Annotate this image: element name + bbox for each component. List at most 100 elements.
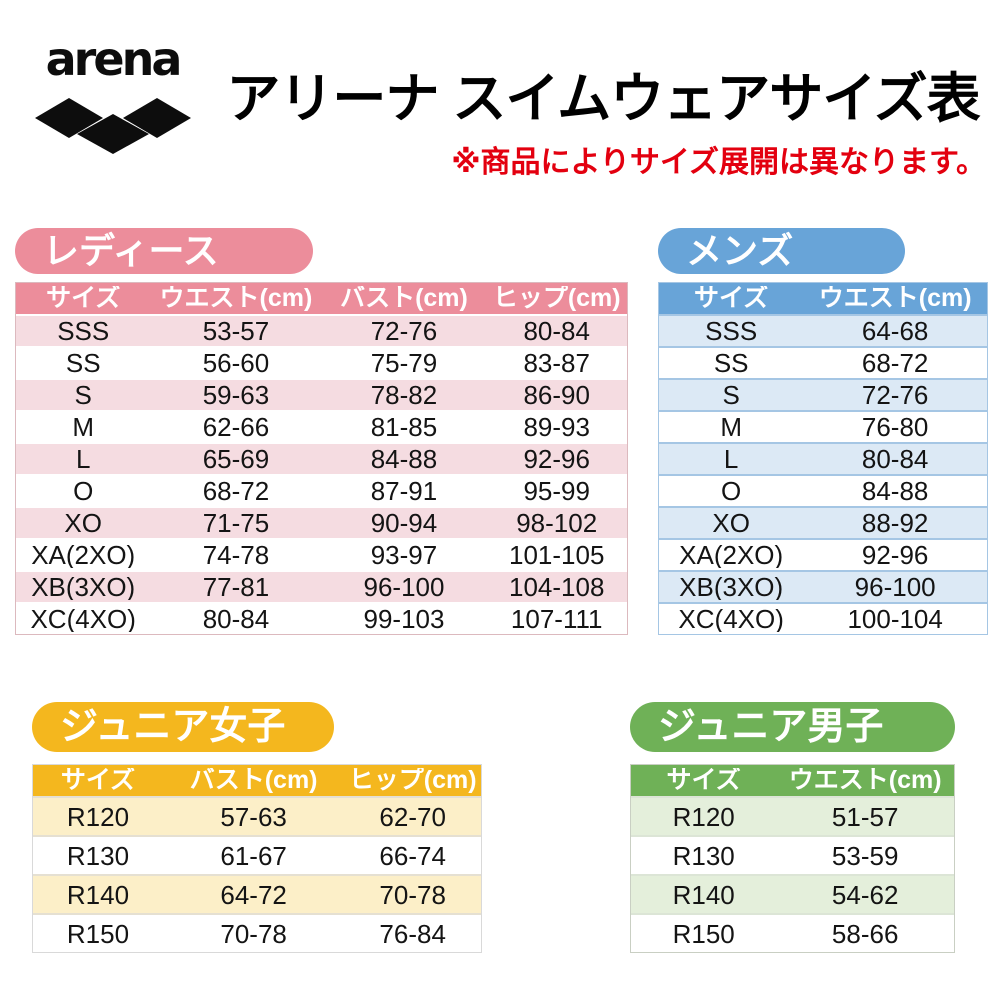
table-row: O 84-88 (659, 474, 987, 506)
table-row-cell: XO (712, 510, 750, 536)
table-row-cell: M (720, 414, 742, 440)
table-row-cell: R120 (672, 803, 735, 830)
mens-label-pill: メンズ (658, 228, 905, 274)
ladies-section: レディース サイズ ウエスト(cm) バスト(cm) ヒップ(cm) SSS 53-57 7… (15, 228, 628, 635)
junior-boys-section: ジュニア男子 サイズ ウエスト(cm) R120 51-57 R130 53-59 R140… (630, 702, 955, 953)
table-row: SSS 64-68 (659, 314, 987, 346)
mens-section: メンズ サイズ ウエスト(cm) SSS 64-68 SS 68-72 S 72-76 M 76-… (658, 228, 988, 635)
table-row: XB(3XO) 96-100 (659, 570, 987, 602)
table-header-row-cell: サイズ (666, 768, 741, 793)
ladies-label-pill: レディース (15, 228, 313, 274)
table-row-cell: 62-66 (202, 414, 270, 440)
table-row-cell: 74-78 (202, 542, 270, 568)
table-header-row: サイズ バスト(cm) ヒップ(cm) (33, 765, 481, 796)
mens-size-table: サイズ ウエスト(cm) SSS 64-68 SS 68-72 S 72-76 M 76-80 L 8… (658, 282, 988, 635)
junior-boys-size-table: サイズ ウエスト(cm) R120 51-57 R130 53-59 R140 54-62 R1… (630, 764, 955, 953)
table-row-cell: XA(2XO) (679, 542, 784, 568)
table-row-cell: 61-67 (220, 842, 287, 869)
table-row: R130 53-59 (631, 835, 954, 874)
page-title: アリーナ スイムウェアサイズ表 (226, 69, 980, 129)
table-row: R140 64-72 70-78 (33, 874, 481, 913)
table-row-cell: 76-80 (861, 414, 929, 440)
table-row-cell: 81-85 (370, 414, 438, 440)
table-row: M 62-66 81-85 89-93 (16, 410, 627, 442)
junior-boys-label-pill: ジュニア男子 (630, 702, 955, 752)
table-row-cell: 89-93 (523, 414, 590, 440)
table-row-cell: 95-99 (523, 478, 590, 504)
table-row-cell: 64-72 (220, 881, 287, 908)
table-row-cell: 65-69 (202, 446, 270, 472)
table-row: XO 88-92 (659, 506, 987, 538)
table-row-cell: 80-84 (861, 446, 929, 472)
arena-logo-text: arena (45, 32, 183, 86)
table-row-cell: 104-108 (509, 574, 605, 600)
table-row-cell: 75-79 (370, 350, 438, 376)
table-row-cell: 57-63 (220, 803, 287, 830)
table-row-cell: 51-57 (831, 803, 899, 830)
arena-logo-mark-icon (34, 98, 191, 154)
table-row-cell: 71-75 (202, 510, 270, 536)
table-row-cell: R130 (672, 842, 735, 869)
table-row-cell: 84-88 (861, 478, 929, 504)
table-row-cell: 64-68 (861, 318, 929, 344)
table-header-row-cell: サイズ (46, 286, 121, 311)
table-row: R150 70-78 76-84 (33, 913, 481, 952)
table-row-cell: 80-84 (523, 318, 590, 344)
table-row-cell: 70-78 (379, 881, 446, 908)
table-row: O 68-72 87-91 95-99 (16, 474, 627, 506)
table-header-row-cell: ウエスト(cm) (159, 286, 313, 311)
table-row-cell: R140 (672, 881, 735, 908)
table-row-cell: M (72, 414, 95, 440)
table-row-cell: O (721, 478, 742, 504)
table-row-cell: XO (64, 510, 102, 536)
table-row-cell: R150 (66, 920, 130, 947)
ladies-size-table: サイズ ウエスト(cm) バスト(cm) ヒップ(cm) SSS 53-57 72-76 80… (15, 282, 628, 635)
table-row: SS 68-72 (659, 346, 987, 378)
table-row-cell: 107-111 (510, 606, 603, 632)
table-row-cell: 66-74 (379, 842, 446, 869)
table-row-cell: 92-96 (523, 446, 590, 472)
table-row: M 76-80 (659, 410, 987, 442)
table-row: R150 58-66 (631, 913, 954, 952)
table-row-cell: 80-84 (202, 606, 270, 632)
table-row-cell: 70-78 (220, 920, 287, 947)
table-row-cell: 84-88 (370, 446, 438, 472)
table-header-row-cell: サイズ (694, 286, 769, 311)
table-row-cell: 72-76 (861, 382, 929, 408)
table-row-cell: 76-84 (379, 920, 446, 947)
table-row-cell: XC(4XO) (678, 606, 784, 632)
table-row-cell: 59-63 (202, 382, 270, 408)
table-row: L 80-84 (659, 442, 987, 474)
table-row: XC(4XO) 80-84 99-103 107-111 (16, 602, 627, 634)
table-row-cell: SS (65, 350, 101, 376)
table-header-row: サイズ ウエスト(cm) (631, 765, 954, 796)
table-row-cell: R130 (66, 842, 130, 869)
size-variation-note: ※商品によりサイズ展開は異なります。 (451, 146, 986, 179)
table-row-cell: R120 (66, 803, 130, 830)
table-header-row: サイズ ウエスト(cm) (659, 283, 987, 314)
table-row-cell: S (74, 382, 92, 408)
table-row-cell: 86-90 (523, 382, 590, 408)
table-row-cell: 99-103 (363, 606, 445, 632)
table-header-row-cell: バスト(cm) (340, 286, 468, 311)
table-row-cell: L (723, 446, 739, 472)
table-row: L 65-69 84-88 92-96 (16, 442, 627, 474)
table-row-cell: 72-76 (370, 318, 438, 344)
table-row-cell: 53-57 (202, 318, 270, 344)
junior-girls-size-table: サイズ バスト(cm) ヒップ(cm) R120 57-63 62-70 R130 61-67… (32, 764, 482, 953)
table-row-cell: 98-102 (516, 510, 598, 536)
table-header-row-cell: サイズ (60, 768, 136, 793)
table-row: XA(2XO) 92-96 (659, 538, 987, 570)
table-row-cell: S (722, 382, 740, 408)
table-row: R130 61-67 66-74 (33, 835, 481, 874)
table-header-row-cell: ヒップ(cm) (348, 768, 477, 793)
table-row-cell: 96-100 (363, 574, 445, 600)
table-row: XA(2XO) 74-78 93-97 101-105 (16, 538, 627, 570)
table-row-cell: 56-60 (202, 350, 270, 376)
table-row-cell: 83-87 (523, 350, 590, 376)
junior-girls-label-pill: ジュニア女子 (32, 702, 334, 752)
table-row: SS 56-60 75-79 83-87 (16, 346, 627, 378)
table-row-cell: XA(2XO) (31, 542, 136, 568)
table-header-row-cell: ウエスト(cm) (818, 286, 972, 311)
